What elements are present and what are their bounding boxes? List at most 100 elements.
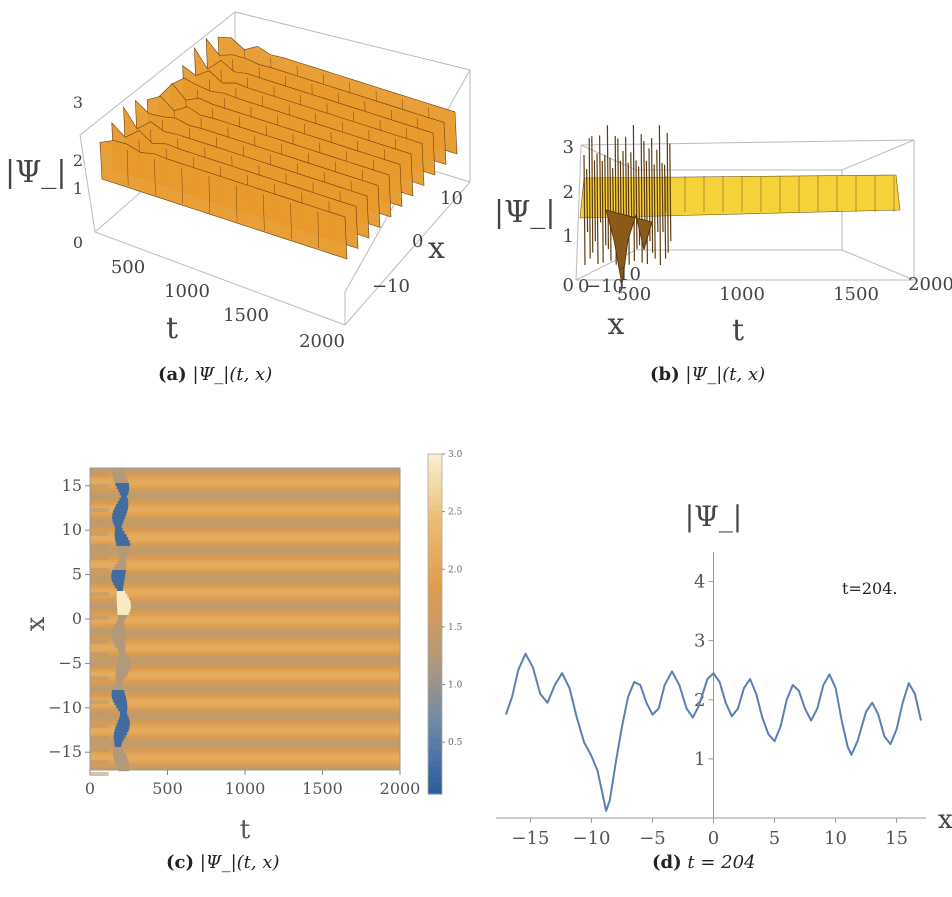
disturbance-c [117, 501, 129, 505]
turbulence-b [638, 166, 641, 246]
caption-d-tag: (d) [652, 852, 682, 873]
heatmap-row-c [90, 548, 400, 551]
x-tick-label-d: −15 [511, 828, 549, 849]
disturbance-c [116, 543, 131, 547]
caption-a-expr: |Ψ_|(t, x) [192, 364, 273, 385]
disturbance-c [114, 729, 129, 733]
colorbar-segment-c [428, 646, 442, 653]
heatmap-row-c [90, 698, 400, 701]
disturbance-c [111, 579, 125, 583]
heatmap-row-c [90, 566, 400, 569]
heatmap-row-c [90, 760, 400, 763]
early-stripe-c [90, 760, 109, 764]
heatmap-row-c [90, 622, 400, 625]
disturbance-c [115, 762, 129, 766]
early-stripe-c [90, 712, 109, 716]
colorbar-segment-c [428, 618, 442, 625]
disturbance-c [112, 519, 124, 523]
heatmap-row-c [90, 510, 400, 513]
heatmap-row-c [90, 602, 400, 605]
disturbance-c [114, 534, 127, 538]
colorbar-segment-c [428, 641, 442, 648]
colorbar-tick-label-c: 2.0 [448, 565, 463, 575]
caption-b-tag: (b) [650, 364, 680, 385]
heatmap-row-c [90, 708, 400, 711]
turbulence-b [653, 164, 656, 259]
caption-c-expr: |Ψ_|(t, x) [199, 852, 280, 873]
heatmap-row-c [90, 684, 400, 687]
colorbar-segment-c [428, 788, 442, 795]
disturbance-c [112, 516, 125, 520]
heatmap-row-c [90, 490, 400, 493]
x-axis-label-c: t [240, 815, 251, 845]
heatmap-row-c [90, 666, 400, 669]
heatmap-row-c [90, 494, 400, 497]
early-stripe-c [90, 748, 109, 752]
z-tick-label-a: 1 [73, 179, 83, 198]
early-stripe-c [90, 580, 109, 584]
turbulence-b [586, 169, 589, 233]
x-tick-label-d: 10 [824, 828, 847, 849]
turbulence-b [593, 160, 596, 242]
heatmap-row-c [90, 582, 400, 585]
heatmap-row-c [90, 552, 400, 555]
colorbar-segment-c [428, 663, 442, 670]
colorbar-segment-c [428, 726, 442, 733]
heatmap-row-c [90, 696, 400, 699]
disturbance-c [117, 606, 131, 610]
early-stripe-c [90, 604, 109, 608]
surface-ridge-a [99, 140, 348, 260]
heatmap-row-c [90, 514, 400, 517]
box-edge-a [234, 11, 471, 71]
panel-b: 0 1 2 3 |Ψ_| 500 1000 1500 2000 t 0 −10 10 x (b) |Ψ_|… [476, 0, 952, 400]
early-stripe-c [90, 664, 109, 668]
y-axis-label-c: x [21, 616, 51, 631]
early-stripe-c [90, 472, 109, 476]
heatmap-row-c [90, 634, 400, 637]
heatmap-row-c [90, 532, 400, 535]
heatmap-row-c [90, 508, 400, 511]
heatmap-row-c [90, 646, 400, 649]
heatmap-row-c [90, 754, 400, 757]
heatmap-row-c [90, 488, 400, 491]
colorbar-segment-c [428, 652, 442, 659]
disturbance-c [115, 645, 126, 649]
early-stripe-c [90, 532, 109, 536]
box-edge-b [841, 139, 915, 171]
disturbance-c [114, 702, 128, 706]
caption-a-tag: (a) [158, 364, 187, 385]
x-tick-label-b: 0 [578, 276, 589, 297]
heatmap-row-c [90, 560, 400, 563]
colorbar-segment-c [428, 737, 442, 744]
panel-a: 0 1 2 3 |Ψ_| 500 1000 1500 2000 t 10 0 −10 x (a) |Ψ_|… [0, 0, 476, 400]
disturbance-c [113, 582, 124, 586]
turbulence-b [588, 137, 591, 259]
t-axis-label-a: t [166, 311, 178, 346]
early-stripe-c [90, 736, 109, 740]
colorbar-segment-c [428, 454, 442, 461]
disturbance-c [116, 621, 125, 625]
disturbance-c [115, 672, 129, 676]
disturbance-c [113, 477, 128, 481]
turbulence-b [640, 134, 643, 263]
heatmap-row-c [90, 636, 400, 639]
turbulence-b [664, 164, 667, 259]
heatmap-row-c [90, 710, 400, 713]
disturbance-c [112, 753, 126, 757]
z-tick-label-a: 3 [73, 93, 83, 112]
mesh-line-a [235, 185, 238, 222]
disturbance-c [113, 756, 128, 760]
heatmap-row-c [90, 586, 400, 589]
heatmap-row-c [90, 638, 400, 641]
mesh-line-a [154, 158, 156, 195]
disturbance-c [114, 744, 122, 748]
heatmap-row-c [90, 600, 400, 603]
colorbar-segment-c [428, 777, 442, 784]
heatmap-row-c [90, 734, 400, 737]
x-tick-label-a: 0 [412, 231, 423, 252]
early-stripe-c [90, 652, 109, 656]
disturbance-c [112, 639, 126, 643]
early-stripe-c [90, 724, 109, 728]
colorbar-segment-c [428, 669, 442, 676]
